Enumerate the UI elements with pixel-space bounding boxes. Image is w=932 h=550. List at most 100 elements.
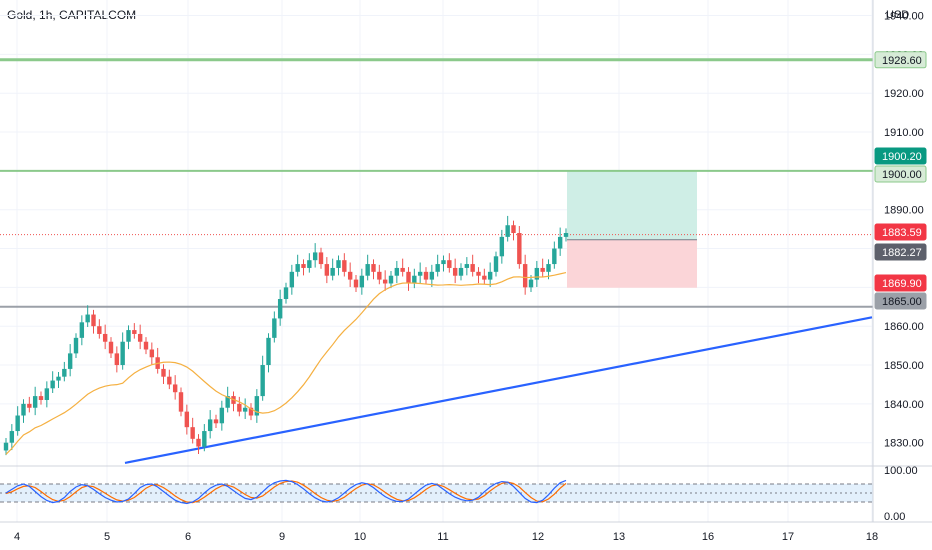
candle-body [137,333,143,342]
candle-body [377,271,382,280]
candle-body [406,271,411,284]
candle-body [301,264,306,268]
price-marker-label: 1865.00 [882,296,922,308]
candle-body [522,264,528,288]
candle-body [62,368,67,377]
candle-body [557,236,563,249]
stochastic-tick-label: 0.00 [884,511,905,523]
candle-body [237,403,242,412]
x-tick-label: 13 [613,531,625,543]
candle-body [178,392,184,412]
candle-body [27,403,32,408]
candle-body [114,353,120,366]
candle-body [3,442,9,451]
y-tick-label: 1830.00 [884,438,924,450]
candle-body [213,419,219,424]
candle-body [382,279,388,284]
candle-body [470,264,475,272]
candle-body [44,388,50,400]
currency-label: USD [886,9,909,21]
candle-body [79,322,85,338]
candle-body [423,271,429,280]
candle-body [505,225,510,237]
candle-body [307,260,312,268]
stochastic-tick-label: 100.00 [884,465,918,477]
price-marker-label: 1882.27 [882,247,922,259]
price-marker-tag [874,165,927,183]
candle-body [412,275,417,284]
x-tick-label: 12 [532,531,544,543]
candle-body [91,314,96,327]
candle-body [254,396,260,416]
candle-body [476,271,481,276]
candle-body [517,233,522,265]
chart-title: Gold, 1h, CAPITALCOM [7,8,137,22]
y-tick-label: 1910.00 [884,127,924,139]
x-tick-label: 10 [354,531,366,543]
candle-body [167,376,172,385]
stochastic-k-line [5,479,567,505]
trendline [124,316,873,464]
candle-body [15,415,20,432]
candle-body [85,314,90,323]
candle-body [219,407,225,424]
candle-body [318,252,324,265]
price-marker-tag [874,274,927,292]
candle-body [196,438,201,447]
x-tick-label: 5 [104,531,110,543]
candle-body [417,271,423,276]
candle-body [336,260,341,268]
candle-body [546,264,551,272]
candle-body [534,267,540,280]
candle-body [359,275,365,288]
candle-body [97,326,102,334]
price-marker-label: 1883.59 [882,227,922,239]
candle-body [289,271,295,288]
candle-body [493,256,499,272]
candle-body [38,396,44,400]
candle-body [353,279,359,288]
candle-body [248,407,254,416]
candle-body [563,233,569,237]
y-tick-label: 1850.00 [884,360,924,372]
target-zone [567,170,697,240]
candle-body [528,279,534,288]
candle-body [126,330,131,342]
price-marker-label: 1869.90 [882,278,922,290]
candle-body [342,260,347,272]
candle-body [161,368,166,377]
candle-body [435,264,440,272]
candle-body [132,330,137,334]
candle-body [202,431,207,447]
moving-average-line [5,271,567,455]
candle-body [540,267,545,272]
candle-body [9,431,15,443]
candle-body [67,353,73,369]
candle-body [499,236,505,257]
x-tick-label: 17 [782,531,794,543]
candle-body [458,267,464,276]
price-marker-tag [874,51,927,69]
y-tick-label: 1920.00 [884,88,924,100]
candle-body [330,267,335,276]
x-tick-label: 9 [279,531,285,543]
candle-body [272,318,277,338]
candle-body [482,275,487,280]
y-tick-label: 1940.00 [884,11,924,23]
candle-body [21,403,26,416]
candle-body [429,271,435,280]
candle-body [120,341,125,366]
y-tick-label: 1890.00 [884,205,924,217]
x-tick-label: 16 [702,531,714,543]
candle-body [266,337,271,366]
candle-body [552,248,557,265]
price-marker-tag [874,223,927,241]
x-tick-label: 18 [866,531,878,543]
candle-body [388,275,394,284]
candle-body [464,264,470,268]
stop-zone [567,239,697,288]
candle-body [56,376,61,381]
candle-body [225,396,230,408]
price-marker-label: 1900.00 [882,169,922,181]
